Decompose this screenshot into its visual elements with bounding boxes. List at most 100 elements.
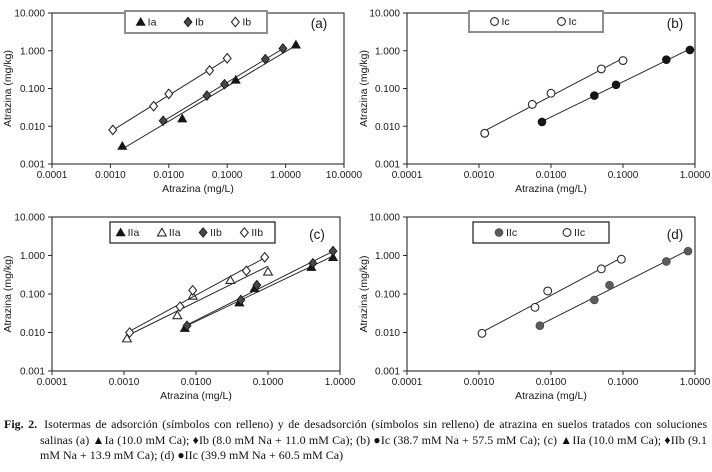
panel-b: 0.0001 0.0010 0.0100 0.1000 1.0000 0.001 0.010… (356, 0, 712, 200)
plot-border (406, 12, 696, 165)
x-tick-label: 0.1000 (608, 170, 639, 181)
data-point-IIb (125, 326, 135, 339)
data-point-IIa (121, 333, 133, 343)
data-point-IIb (308, 257, 318, 269)
x-axis-title: Atrazina (mg/L) (160, 390, 232, 402)
y-tick-label: 1.000 (20, 251, 45, 262)
data-point-IIc (477, 328, 487, 338)
x-tick-label: 1.0000 (680, 170, 711, 181)
trendline-IIa (126, 265, 269, 337)
panel-letter: (a) (311, 16, 328, 31)
x-tick-label: 0.0010 (109, 377, 140, 388)
y-tick-label: 1.000 (375, 46, 400, 57)
legend-label: IIc (506, 227, 517, 239)
y-tick-label: 10.000 (14, 9, 45, 20)
legend-label: IIa (169, 227, 181, 239)
legend-box (109, 221, 276, 244)
y-tick-label: 0.100 (20, 84, 45, 95)
panel-d: 0.0001 0.0010 0.0100 0.1000 1.0000 0.001 0.010… (356, 200, 712, 412)
data-point-Ib (222, 52, 232, 64)
y-axis-title: Atrazina (mg/kg) (2, 255, 14, 332)
data-point-IIb (241, 265, 251, 277)
panel-letter: (b) (667, 16, 684, 31)
data-point-Ia (117, 140, 128, 150)
data-point-Ia (177, 113, 188, 123)
x-tick-label: 0.1000 (212, 170, 243, 181)
legend-label: Ic (569, 16, 577, 28)
y-tick-label: 10.000 (14, 213, 45, 224)
data-point-Ib (164, 88, 174, 100)
isotherm-chart-c: 0.0001 0.0010 0.0100 0.1000 1.0000 0.001 0.010… (2, 213, 356, 403)
data-point-Ib (149, 100, 159, 112)
data-point-IIc (596, 264, 606, 274)
legend-marker-Ic (490, 17, 499, 26)
x-tick-label: 1.0000 (325, 377, 356, 388)
y-tick-label: 0.100 (375, 84, 400, 95)
data-point-Ib (278, 43, 288, 54)
data-point-IIb (188, 284, 198, 296)
x-tick-label: 1.0000 (270, 170, 301, 181)
data-point-Ib (260, 53, 270, 65)
data-point-IIb (252, 279, 262, 291)
legend-marker-Ia (135, 17, 146, 26)
y-tick-label: 0.100 (20, 290, 45, 301)
figure-number: Fig. 2. (4, 417, 38, 431)
x-tick-label: 0.0001 (392, 377, 423, 388)
x-tick-label: 0.0001 (37, 170, 68, 181)
data-point-Ic (537, 117, 547, 127)
panel-a: 0.0001 0.0010 0.0100 0.1000 1.0000 10.0000 0.0… (0, 0, 363, 200)
y-axis-title: Atrazina (mg/kg) (358, 255, 370, 332)
y-tick-label: 1.000 (20, 46, 45, 57)
x-tick-label: 1.0000 (680, 377, 711, 388)
x-axis-title: Atrazina (mg/L) (515, 183, 587, 195)
plot-border (51, 12, 345, 165)
legend-label: IIc (574, 227, 585, 239)
data-point-Ic (480, 128, 490, 138)
data-point-IIa (327, 252, 339, 262)
data-point-IIb (328, 245, 338, 257)
data-point-IIa (224, 274, 236, 285)
data-point-Ic (618, 56, 628, 66)
x-tick-label: 0.0010 (464, 377, 495, 388)
data-point-IIc (535, 321, 545, 331)
legend-marker-Ib (230, 16, 240, 28)
y-tick-label: 0.010 (375, 328, 400, 339)
x-tick-label: 0.0100 (181, 377, 212, 388)
legend-label: Ib (242, 17, 251, 29)
x-tick-label: 0.0001 (392, 170, 423, 181)
panel-c: 0.0001 0.0010 0.0100 0.1000 1.0000 0.001 0.010… (0, 200, 356, 412)
x-axis-title: Atrazina (mg/L) (515, 390, 587, 402)
panel-letter: (d) (667, 227, 684, 242)
data-point-Ib (158, 115, 168, 127)
x-tick-label: 0.0100 (154, 170, 185, 181)
legend-marker-IIb (239, 226, 249, 239)
data-point-Ia (290, 39, 301, 49)
y-tick-label: 0.010 (20, 122, 45, 133)
legend-label: IIb (210, 227, 222, 239)
data-point-IIb (236, 294, 246, 306)
x-axis-title: Atrazina (mg/L) (162, 183, 234, 195)
y-tick-label: 0.001 (375, 367, 400, 378)
data-point-Ic (662, 55, 671, 64)
legend-label: IIa (128, 227, 140, 239)
y-tick-label: 0.010 (20, 328, 45, 339)
figure-panels: 0.0001 0.0010 0.0100 0.1000 1.0000 10.0000 0.0… (0, 0, 712, 412)
figure-caption: Fig. 2. Isotermas de adsorción (símbolos … (0, 417, 712, 464)
legend-marker-IIc (562, 228, 572, 237)
legend-marker-IIb (198, 227, 208, 238)
figure-caption-text: Isotermas de adsorción (símbolos con rel… (40, 417, 707, 462)
legend-marker-Ib (183, 16, 193, 28)
data-point-Ia (230, 74, 241, 84)
data-point-IIc (530, 302, 540, 312)
legend-label: Ib (195, 17, 204, 29)
legend-label: Ic (502, 16, 510, 28)
data-point-Ic (527, 99, 537, 109)
trendline-IIb (129, 257, 265, 332)
y-axis-title: Atrazina (mg/kg) (2, 50, 14, 127)
x-tick-label: 10.0000 (326, 170, 363, 181)
legend-marker-IIa (156, 227, 168, 237)
x-tick-label: 0.1000 (608, 377, 639, 388)
legend-marker-IIa (115, 227, 126, 237)
legend-box (472, 221, 610, 244)
x-tick-label: 0.0001 (37, 377, 68, 388)
